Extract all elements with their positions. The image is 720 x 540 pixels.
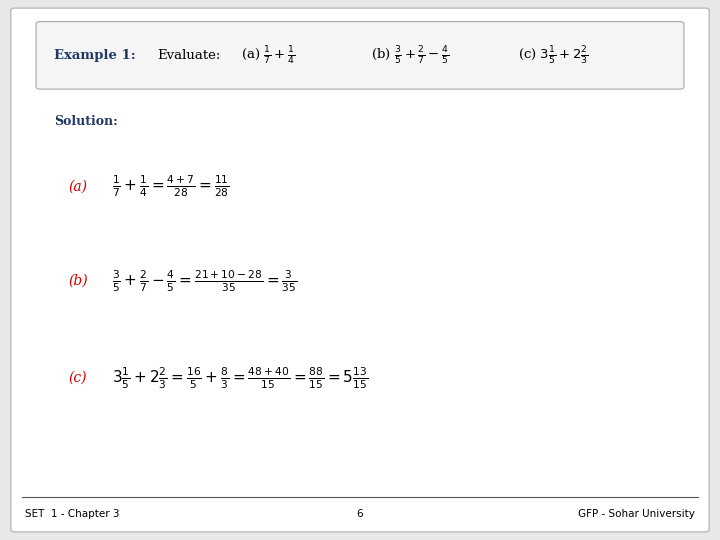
Text: Evaluate:: Evaluate:: [157, 49, 220, 62]
Text: $3\frac{1}{5}+2\frac{2}{3}=\frac{16}{5}+\frac{8}{3}=\frac{48+40}{15}=\frac{88}{1: $3\frac{1}{5}+2\frac{2}{3}=\frac{16}{5}+…: [112, 365, 368, 391]
Text: $\frac{1}{7}+\frac{1}{4}=\frac{4+7}{28}=\frac{11}{28}$: $\frac{1}{7}+\frac{1}{4}=\frac{4+7}{28}=…: [112, 173, 230, 199]
Text: Solution:: Solution:: [54, 115, 118, 128]
Text: (b) $\frac{3}{5}+\frac{2}{7}-\frac{4}{5}$: (b) $\frac{3}{5}+\frac{2}{7}-\frac{4}{5}…: [371, 45, 449, 66]
FancyBboxPatch shape: [11, 8, 709, 532]
Text: (c) $3\frac{1}{5}+2\frac{2}{3}$: (c) $3\frac{1}{5}+2\frac{2}{3}$: [518, 45, 589, 66]
Text: $\frac{3}{5}+\frac{2}{7}-\frac{4}{5}=\frac{21+10-28}{35}=\frac{3}{35}$: $\frac{3}{5}+\frac{2}{7}-\frac{4}{5}=\fr…: [112, 268, 297, 294]
Text: Example 1:: Example 1:: [54, 49, 136, 62]
Text: (c): (c): [68, 371, 87, 385]
FancyBboxPatch shape: [36, 22, 684, 89]
Text: GFP - Sohar University: GFP - Sohar University: [578, 509, 695, 519]
Text: (b): (b): [68, 274, 88, 288]
Text: (a): (a): [68, 179, 87, 193]
Text: 6: 6: [356, 509, 364, 519]
Text: (a) $\frac{1}{7}+\frac{1}{4}$: (a) $\frac{1}{7}+\frac{1}{4}$: [241, 45, 295, 66]
Text: SET  1 - Chapter 3: SET 1 - Chapter 3: [25, 509, 120, 519]
